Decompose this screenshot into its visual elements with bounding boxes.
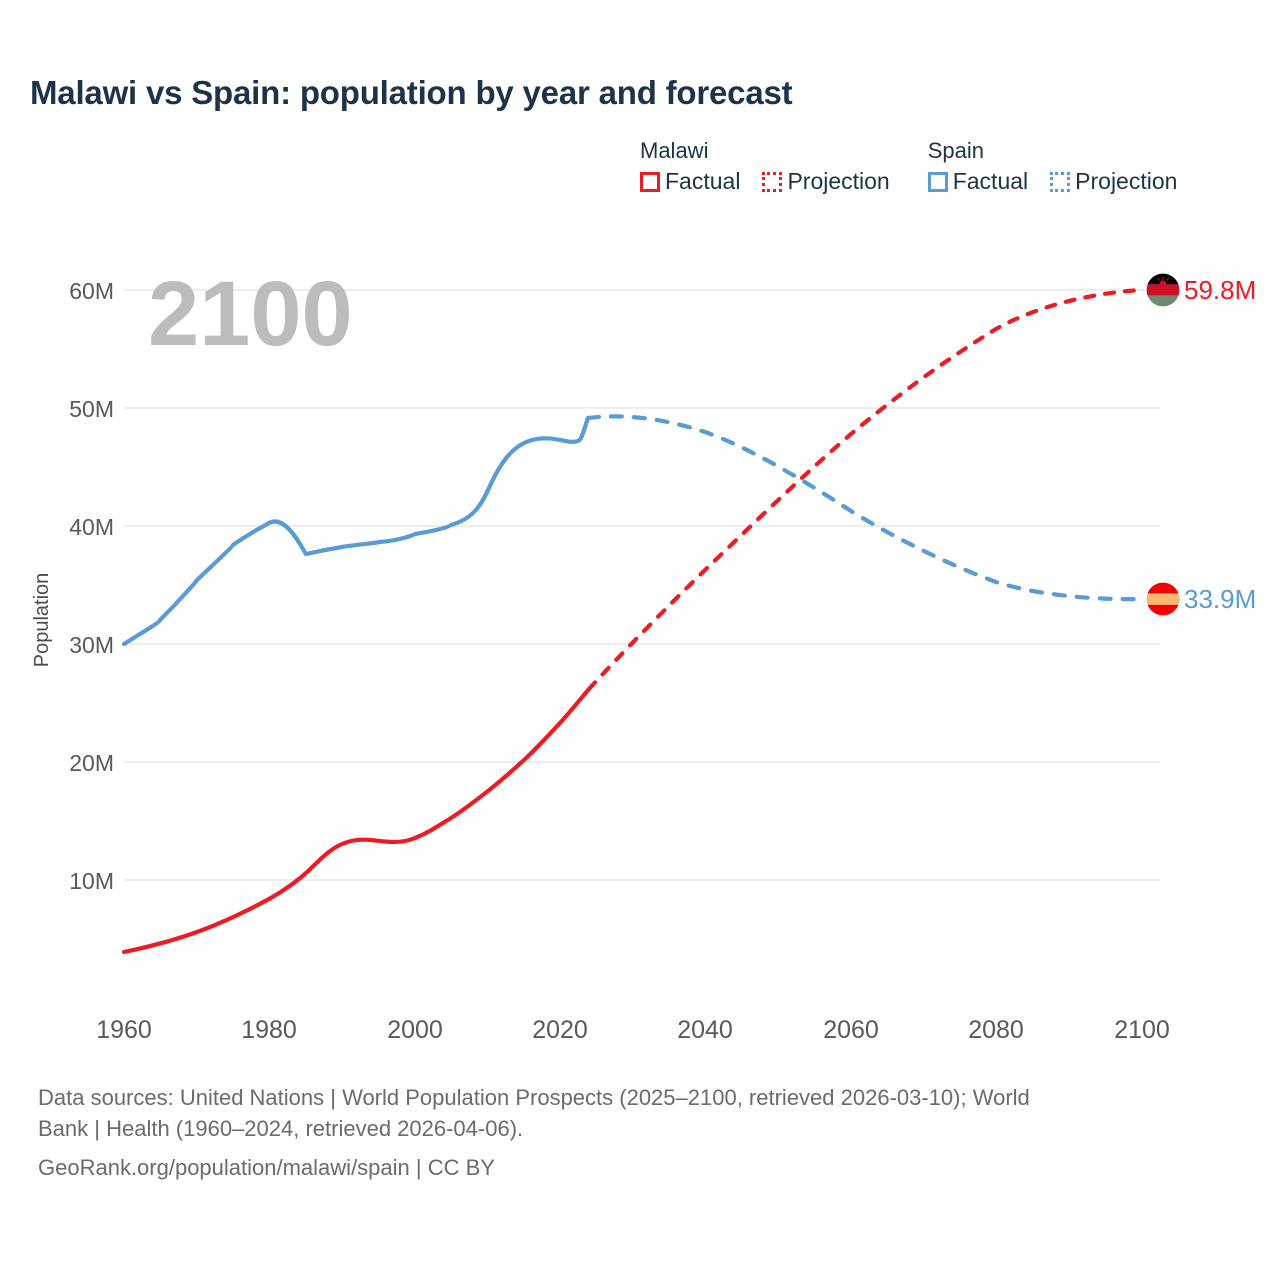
legend-item-spain-factual[interactable]: Factual: [927, 168, 1029, 194]
legend-swatch-solid-icon: [640, 171, 660, 192]
xtick-label-1980: 1980: [241, 1016, 297, 1044]
xtick-label-1960: 1960: [96, 1016, 152, 1044]
legend-item-malawi-factual[interactable]: Factual: [640, 170, 740, 193]
xtick-label-2000: 2000: [387, 1016, 443, 1044]
spain-flag-band-red-bottom: [1146, 604, 1180, 616]
page-title: Malawi vs Spain: population by year and …: [30, 74, 793, 111]
spain-flag-band-red-top: [1146, 582, 1180, 594]
xtick-label-2100: 2100: [1114, 1016, 1170, 1044]
line-chart-svg: 2100 60M 50M 40M 30M 20M 10M Population …: [31, 263, 1256, 1044]
legend-group-spain: Spain Factual Projection: [927, 138, 1177, 194]
ytick-label-40m: 40M: [69, 514, 114, 540]
legend-swatch-solid-icon: [927, 171, 948, 192]
malawi-flag-band-red: [1146, 284, 1180, 296]
ytick-label-60m: 60M: [69, 278, 114, 304]
ytick-label-50m: 50M: [69, 396, 114, 422]
legend-label-spain-projection: Projection: [1075, 168, 1178, 194]
endpoint-marker-spain[interactable]: [1145, 581, 1181, 617]
xtick-label-2080: 2080: [968, 1016, 1024, 1044]
chart-footer: Data sources: United Nations | World Pop…: [38, 1082, 1248, 1184]
malawi-flag-sun-icon: [1157, 276, 1169, 288]
legend-group-title-spain: Spain: [927, 138, 984, 163]
spain-flag-band-yellow: [1146, 593, 1180, 605]
endpoint-value-spain: 33.9M: [1184, 584, 1256, 614]
chart-legend: Malawi Factual Projection Spain Factual: [640, 140, 1177, 193]
footer-sources-line1: Data sources: United Nations | World Pop…: [38, 1085, 1030, 1110]
legend-item-spain-projection[interactable]: Projection: [1050, 170, 1177, 193]
ytick-label-10m: 10M: [69, 868, 114, 894]
series-line-malawi-projection: [586, 287, 1145, 692]
series-line-spain-projection: [585, 414, 1145, 602]
y-axis-ticks: 60M 50M 40M 30M 20M 10M: [69, 278, 114, 894]
legend-swatch-dotted-icon: [762, 171, 783, 192]
endpoint-value-malawi: 59.8M: [1184, 275, 1256, 305]
spain-flag-ring: [1145, 581, 1181, 617]
footer-attribution: GeoRank.org/population/malawi/spain | CC…: [38, 1155, 495, 1181]
malawi-flag-band-green: [1146, 295, 1180, 307]
xtick-label-2040: 2040: [677, 1016, 733, 1044]
footer-sources-line2: Bank | Health (1960–2024, retrieved 2026…: [38, 1116, 524, 1142]
ytick-label-20m: 20M: [69, 750, 114, 776]
ytick-label-30m: 30M: [69, 632, 114, 658]
y-axis-title: Population: [31, 573, 53, 668]
series-line-spain-factual: [121, 415, 591, 647]
gridlines: [124, 289, 1160, 881]
xtick-label-2020: 2020: [532, 1016, 588, 1044]
x-axis-ticks: 1960 1980 2000 2020 2040 2060 2080 2100: [96, 1016, 1170, 1044]
endpoint-marker-malawi[interactable]: [1145, 272, 1181, 308]
malawi-flag-ring: [1145, 272, 1181, 308]
legend-label-spain-factual: Factual: [952, 168, 1029, 194]
legend-label-malawi-projection: Projection: [787, 168, 890, 194]
series-line-malawi-factual-main: [121, 686, 592, 955]
legend-group-title-malawi: Malawi: [640, 138, 709, 163]
legend-label-malawi-factual: Factual: [665, 168, 741, 194]
legend-swatch-dotted-icon: [1050, 171, 1071, 192]
watermark-year: 2100: [148, 263, 353, 365]
legend-group-malawi: Malawi Factual Projection: [640, 140, 890, 193]
chart-plot-area: 2100 60M 50M 40M 30M 20M 10M Population …: [31, 263, 1256, 1044]
xtick-label-2060: 2060: [823, 1016, 879, 1044]
legend-item-malawi-projection[interactable]: Projection: [762, 168, 890, 194]
